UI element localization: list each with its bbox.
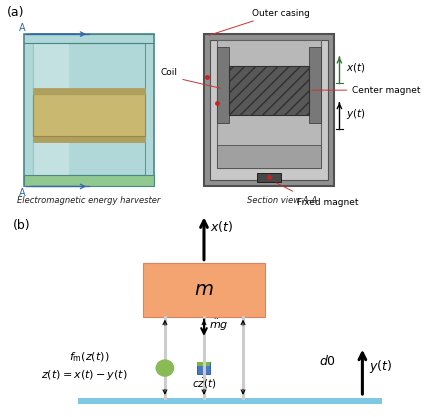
- Text: Fixed magnet: Fixed magnet: [297, 198, 359, 208]
- Bar: [24, 34, 154, 186]
- Text: $d0$: $d0$: [319, 354, 336, 368]
- Bar: [33, 88, 145, 94]
- Bar: [197, 362, 210, 374]
- Text: Outer casing: Outer casing: [252, 9, 309, 18]
- Bar: [210, 40, 328, 181]
- Text: $f_{\mathrm{m}}(z(t))$: $f_{\mathrm{m}}(z(t))$: [69, 351, 109, 364]
- Text: $y(t)$: $y(t)$: [369, 358, 392, 375]
- Bar: [217, 145, 321, 168]
- Bar: [33, 136, 145, 142]
- Text: Center magnet: Center magnet: [352, 85, 420, 95]
- Text: $x(t)$: $x(t)$: [210, 219, 234, 234]
- Bar: [78, 398, 382, 404]
- Text: (a): (a): [7, 6, 24, 19]
- Text: Electromagnetic energy harvester: Electromagnetic energy harvester: [17, 196, 161, 205]
- Text: $y(t)$: $y(t)$: [346, 107, 365, 121]
- Text: $c\dot{z}(t)$: $c\dot{z}(t)$: [192, 377, 216, 391]
- Bar: [257, 173, 281, 182]
- Bar: [197, 362, 210, 366]
- Bar: [33, 94, 145, 136]
- Circle shape: [156, 360, 174, 376]
- Bar: [33, 43, 69, 175]
- Text: $m$: $m$: [194, 280, 214, 299]
- Bar: [24, 175, 154, 186]
- Text: A: A: [19, 23, 25, 33]
- Text: Section view A-A: Section view A-A: [247, 196, 318, 205]
- Bar: [33, 43, 145, 175]
- Bar: [217, 40, 321, 168]
- Text: A: A: [19, 188, 25, 198]
- Text: $\ddot{m}g$: $\ddot{m}g$: [209, 318, 229, 333]
- Bar: [204, 34, 334, 186]
- Text: Coil: Coil: [161, 68, 178, 77]
- Bar: [309, 47, 321, 123]
- Bar: [143, 263, 265, 317]
- Text: (b): (b): [13, 219, 31, 231]
- Text: $z(t) = x(t) - y(t)$: $z(t) = x(t) - y(t)$: [41, 368, 128, 382]
- Bar: [217, 47, 229, 123]
- Bar: [229, 66, 309, 115]
- Text: $x(t)$: $x(t)$: [346, 61, 365, 74]
